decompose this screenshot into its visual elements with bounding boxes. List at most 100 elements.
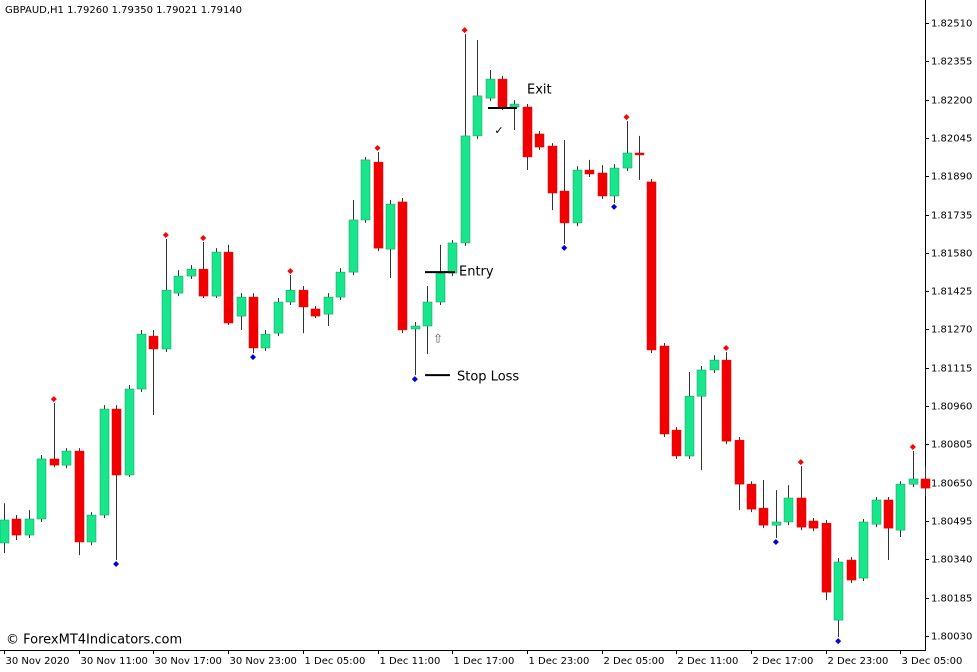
- candle-body: [783, 497, 794, 523]
- candle-body: [622, 152, 633, 169]
- candle-body: [49, 458, 60, 466]
- annotation-label: Stop Loss: [457, 370, 519, 385]
- fractal-high: [50, 396, 57, 403]
- candle-body: [609, 167, 620, 197]
- candle-body: [684, 395, 695, 457]
- candle-body: [298, 289, 309, 308]
- x-tick-label: 30 Nov 17:00: [155, 656, 222, 667]
- candle-body: [709, 359, 720, 371]
- candle-body: [273, 301, 284, 334]
- y-tick-label: 1.80030: [931, 632, 972, 643]
- y-tick-label: 1.82355: [931, 57, 972, 68]
- x-tick-label: 2 Dec 17:00: [753, 656, 814, 667]
- candle-body: [509, 103, 520, 108]
- candle-body: [397, 201, 408, 331]
- y-tick-label: 1.81115: [931, 364, 972, 375]
- candle-body: [435, 272, 446, 303]
- candle-body: [472, 95, 483, 137]
- y-tick-label: 1.81735: [931, 211, 972, 222]
- candle-body: [883, 499, 894, 529]
- candle-body: [858, 521, 869, 579]
- y-tick-label: 1.80340: [931, 555, 972, 566]
- chart-title: GBPAUD,H1 1.79260 1.79350 1.79021 1.7914…: [5, 5, 242, 16]
- candle-body: [211, 251, 222, 297]
- candle-body: [846, 559, 857, 581]
- fractal-high: [723, 344, 730, 351]
- candle-body: [111, 408, 122, 476]
- candle-body: [148, 335, 159, 350]
- fractal-high: [287, 268, 294, 275]
- candle-body: [124, 388, 135, 476]
- candle-body: [447, 242, 458, 274]
- candle-body: [758, 507, 769, 526]
- fractal-high: [374, 144, 381, 151]
- fractal-low: [411, 376, 418, 383]
- x-tick-label: 2 Dec 11:00: [678, 656, 739, 667]
- candle-body: [260, 333, 271, 349]
- candle-body: [522, 106, 533, 158]
- x-tick-label: 1 Dec 05:00: [305, 656, 366, 667]
- y-tick-label: 1.80650: [931, 479, 972, 490]
- fractal-low: [835, 638, 842, 645]
- y-tick-label: 1.81425: [931, 287, 972, 298]
- candle-body: [161, 289, 172, 350]
- candle-body: [821, 522, 832, 593]
- candle-body: [796, 497, 807, 528]
- candle-body: [920, 478, 931, 489]
- fractal-low: [113, 561, 120, 568]
- x-tick-label: 30 Nov 2020: [6, 656, 70, 667]
- y-tick-label: 1.80960: [931, 402, 972, 413]
- candle-body: [24, 518, 35, 536]
- x-tick-label: 30 Nov 11:00: [81, 656, 148, 667]
- fractal-low: [561, 244, 568, 251]
- candle-body: [11, 518, 22, 536]
- fractal-high: [461, 27, 468, 34]
- candle-body: [422, 301, 433, 327]
- x-tick-label: 2 Dec 23:00: [828, 656, 889, 667]
- y-tick-label: 1.82045: [931, 134, 972, 145]
- candle-body: [895, 483, 906, 531]
- fractal-high: [909, 444, 916, 451]
- fractal-high: [200, 234, 207, 241]
- y-tick-label: 1.80805: [931, 440, 972, 451]
- candle-body: [646, 181, 657, 351]
- candle-body: [871, 499, 882, 525]
- candle-body: [584, 169, 595, 175]
- x-tick-label: 1 Dec 23:00: [529, 656, 590, 667]
- annotation-label: Exit: [527, 83, 552, 98]
- candle-body: [497, 78, 508, 108]
- y-tick-label: 1.82510: [931, 19, 972, 30]
- candle-body: [833, 561, 844, 621]
- fractal-low: [772, 539, 779, 546]
- watermark: © ForexMT4Indicators.com: [6, 633, 182, 648]
- candle-body: [198, 268, 209, 297]
- x-tick-label: 30 Nov 23:00: [230, 656, 297, 667]
- candle-body: [485, 78, 496, 99]
- candle-body: [74, 450, 85, 543]
- candle-body: [696, 369, 707, 397]
- candle-body: [360, 159, 371, 221]
- candle-body: [36, 458, 47, 520]
- exit-check: ✓: [494, 124, 503, 137]
- candle-body: [634, 152, 645, 156]
- fractal-high: [797, 459, 804, 466]
- candle-body: [373, 161, 384, 249]
- candle-body: [721, 359, 732, 442]
- fractal-low: [250, 354, 256, 361]
- candle-body: [248, 296, 259, 349]
- x-tick-label: 1 Dec 11:00: [380, 656, 441, 667]
- candle-body: [734, 439, 745, 485]
- x-tick-label: 3 Dec 05:00: [902, 656, 963, 667]
- candle-body: [348, 219, 359, 273]
- fractal-high: [162, 231, 169, 238]
- candle-body: [285, 289, 296, 303]
- candle-body: [236, 296, 247, 317]
- candle-body: [908, 478, 919, 485]
- candle-body: [410, 325, 421, 330]
- candle-body: [559, 190, 570, 224]
- y-tick-label: 1.81580: [931, 249, 972, 260]
- candle-body: [547, 145, 558, 194]
- x-tick-label: 2 Dec 05:00: [604, 656, 665, 667]
